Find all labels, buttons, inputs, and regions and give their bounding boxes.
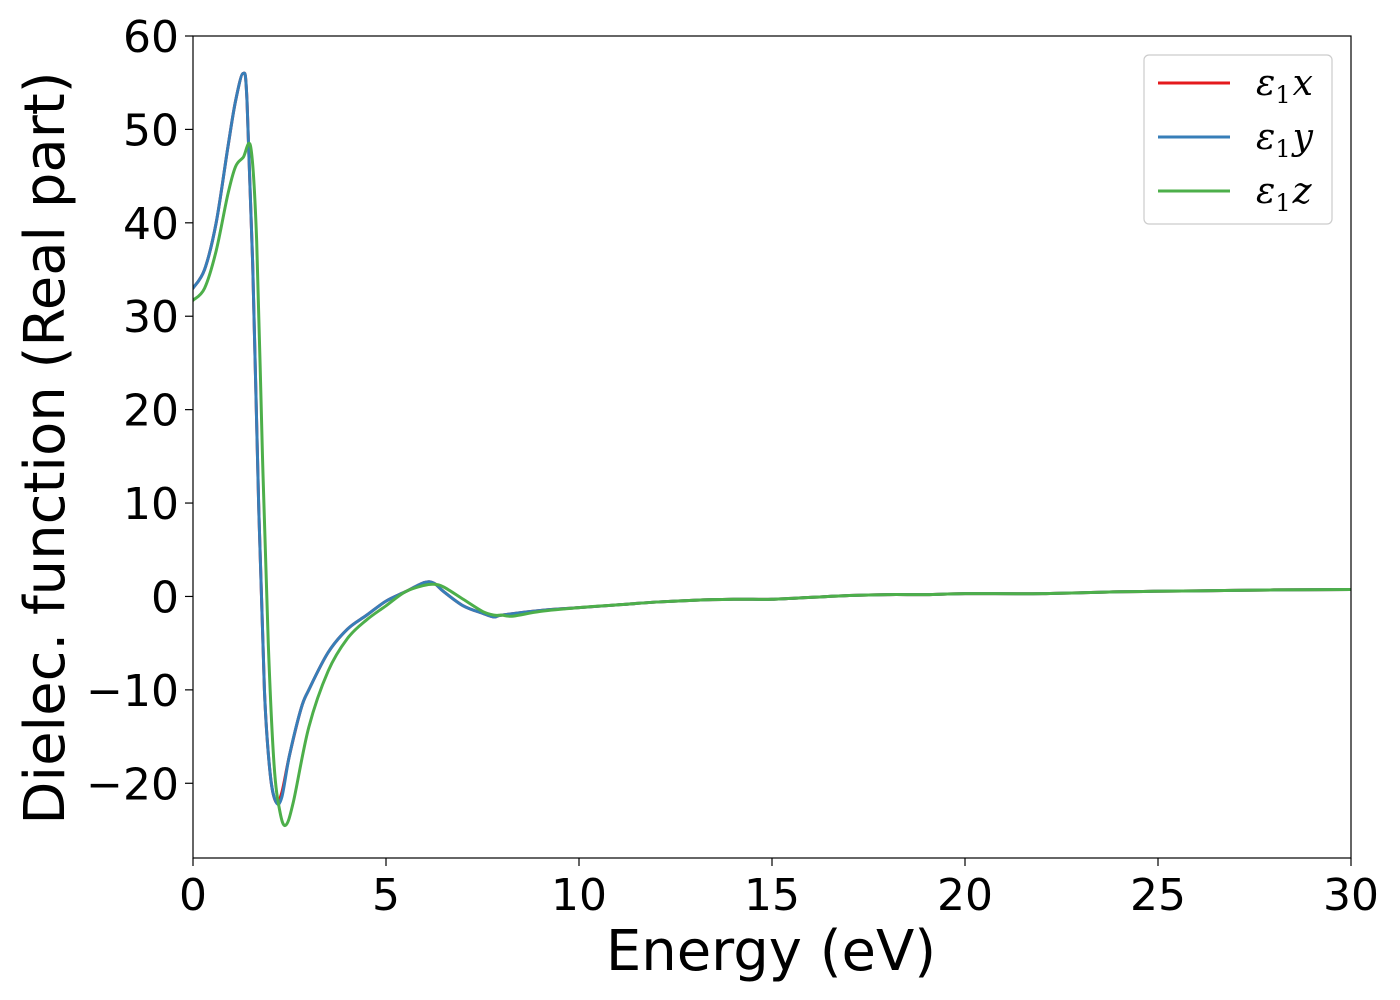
legend-box [1143,54,1333,225]
y-tick-label: 30 [123,292,179,343]
x-tick-label: 10 [551,870,607,921]
legend-label-base: ε [1256,117,1275,158]
legend-label-subscript: 1 [1275,81,1290,109]
y-tick-label: 0 [151,572,179,623]
legend-entry-label: ε1x [1256,63,1313,109]
legend-entry-label: ε1z [1256,171,1313,217]
y-tick-label: −20 [86,759,179,810]
legend-label-suffix: x [1293,63,1313,104]
y-tick-label: −10 [86,666,179,717]
y-tick-label: 40 [123,199,179,250]
y-axis-title: Dielec. function (Real part) [13,71,78,824]
y-tick-label: 20 [123,386,179,437]
x-axis-title: Energy (eV) [606,919,936,984]
x-tick-label: 30 [1323,870,1379,921]
x-tick-label: 0 [179,870,207,921]
y-tick-label: 10 [123,479,179,530]
x-axis: 0 5 10 15 20 25 30 [179,858,1379,921]
legend-label-subscript: 1 [1275,189,1290,217]
y-tick-label: 50 [123,105,179,156]
x-tick-label: 25 [1130,870,1186,921]
y-tick-label: 60 [123,12,179,63]
legend-label-base: ε [1256,63,1275,104]
x-tick-label: 5 [372,870,400,921]
series-line-e1z [193,141,1351,828]
x-tick-label: 15 [744,870,800,921]
series-layer [193,71,1351,828]
legend-label-subscript: 1 [1275,135,1290,163]
legend-label-base: ε [1256,171,1275,212]
legend-entry-label: ε1y [1256,117,1314,163]
legend-label-suffix: y [1291,117,1314,158]
legend-label-suffix: z [1292,171,1313,212]
y-axis: −20 −10 0 10 20 30 40 50 60 [86,12,193,810]
x-tick-label: 20 [937,870,993,921]
